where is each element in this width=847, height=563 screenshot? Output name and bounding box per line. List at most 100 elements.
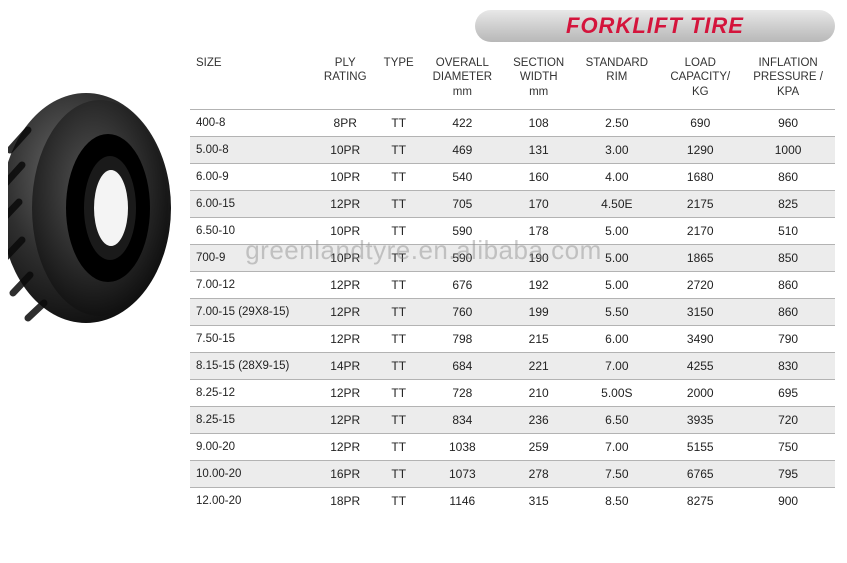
table-row: 6.00-1512PRTT7051704.50E2175825	[190, 191, 835, 218]
table-cell: 170	[503, 191, 574, 218]
col-header-l1: STANDARD	[586, 57, 648, 69]
table-cell: TT	[376, 110, 422, 137]
table-cell: 1865	[659, 245, 741, 272]
table-cell: TT	[376, 299, 422, 326]
table-cell: 860	[741, 272, 835, 299]
table-cell: 3150	[659, 299, 741, 326]
table-cell: 728	[422, 380, 503, 407]
table-cell: 860	[741, 299, 835, 326]
table-cell: 7.00-15 (29X8-15)	[190, 299, 315, 326]
col-header-l3: mm	[529, 86, 548, 98]
table-row: 10.00-2016PRTT10732787.506765795	[190, 461, 835, 488]
table-cell: 8.25-12	[190, 380, 315, 407]
table-cell: 10PR	[315, 245, 376, 272]
content-layout: SIZEPLYRATINGTYPEOVERALLDIAMETERmmSECTIO…	[0, 50, 847, 514]
table-cell: 131	[503, 137, 574, 164]
table-cell: 676	[422, 272, 503, 299]
table-cell: TT	[376, 434, 422, 461]
table-row: 7.00-1212PRTT6761925.002720860	[190, 272, 835, 299]
table-cell: 590	[422, 245, 503, 272]
table-cell: 1680	[659, 164, 741, 191]
table-cell: 18PR	[315, 488, 376, 515]
table-cell: 7.50-15	[190, 326, 315, 353]
header-band: FORKLIFT TIRE	[475, 10, 835, 42]
table-cell: 315	[503, 488, 574, 515]
col-header: SIZE	[190, 50, 315, 110]
table-cell: 8.25-15	[190, 407, 315, 434]
table-cell: 5.00	[574, 218, 659, 245]
table-row: 8.15-15 (28X9-15)14PRTT6842217.004255830	[190, 353, 835, 380]
table-cell: 16PR	[315, 461, 376, 488]
table-cell: TT	[376, 461, 422, 488]
col-header-l1: SIZE	[196, 57, 222, 69]
table-row: 7.50-1512PRTT7982156.003490790	[190, 326, 835, 353]
col-header-l1: TYPE	[384, 57, 414, 69]
table-cell: 236	[503, 407, 574, 434]
table-cell: 4.00	[574, 164, 659, 191]
table-cell: TT	[376, 137, 422, 164]
table-cell: TT	[376, 380, 422, 407]
table-row: 8.25-1212PRTT7282105.00S2000695	[190, 380, 835, 407]
table-cell: 705	[422, 191, 503, 218]
table-cell: TT	[376, 245, 422, 272]
tire-image-column	[0, 50, 190, 325]
table-cell: 7.00-12	[190, 272, 315, 299]
table-row: 9.00-2012PRTT10382597.005155750	[190, 434, 835, 461]
col-header-l2: PRESSURE /	[753, 71, 823, 83]
table-cell: 860	[741, 164, 835, 191]
table-cell: 12.00-20	[190, 488, 315, 515]
table-cell: 422	[422, 110, 503, 137]
table-cell: 12PR	[315, 407, 376, 434]
col-header-l2: CAPACITY/	[670, 71, 730, 83]
table-cell: 7.00	[574, 434, 659, 461]
table-row: 8.25-1512PRTT8342366.503935720	[190, 407, 835, 434]
table-cell: 10PR	[315, 137, 376, 164]
table-cell: 160	[503, 164, 574, 191]
table-cell: 5155	[659, 434, 741, 461]
table-cell: 3490	[659, 326, 741, 353]
tire-illustration	[8, 90, 183, 325]
table-cell: 4255	[659, 353, 741, 380]
col-header-l1: OVERALL	[436, 57, 489, 69]
table-cell: 1073	[422, 461, 503, 488]
table-cell: 469	[422, 137, 503, 164]
table-cell: 259	[503, 434, 574, 461]
table-cell: 2170	[659, 218, 741, 245]
table-cell: 700-9	[190, 245, 315, 272]
table-cell: 10.00-20	[190, 461, 315, 488]
col-header-l1: PLY	[335, 57, 356, 69]
table-cell: 8275	[659, 488, 741, 515]
table-cell: 12PR	[315, 434, 376, 461]
col-header: LOADCAPACITY/KG	[659, 50, 741, 110]
table-cell: 6765	[659, 461, 741, 488]
table-cell: 8PR	[315, 110, 376, 137]
table-cell: 3.00	[574, 137, 659, 164]
col-header-l3: mm	[453, 86, 472, 98]
col-header: SECTION WIDTH mm	[503, 50, 574, 110]
table-cell: TT	[376, 272, 422, 299]
table-cell: 6.00-15	[190, 191, 315, 218]
table-cell: 750	[741, 434, 835, 461]
table-cell: 5.00S	[574, 380, 659, 407]
table-cell: 850	[741, 245, 835, 272]
table-cell: 5.50	[574, 299, 659, 326]
table-cell: 798	[422, 326, 503, 353]
col-header-l2: WIDTH	[520, 71, 558, 83]
col-header: TYPE	[376, 50, 422, 110]
table-cell: 9.00-20	[190, 434, 315, 461]
table-cell: 278	[503, 461, 574, 488]
table-cell: 5.00	[574, 245, 659, 272]
table-cell: 6.50	[574, 407, 659, 434]
spec-table-column: SIZEPLYRATINGTYPEOVERALLDIAMETERmmSECTIO…	[190, 50, 847, 514]
table-cell: 1290	[659, 137, 741, 164]
col-header-l1: SECTION	[513, 57, 564, 69]
table-cell: TT	[376, 218, 422, 245]
col-header-l2: RIM	[606, 71, 627, 83]
table-row: 5.00-810PRTT4691313.0012901000	[190, 137, 835, 164]
spec-table-head: SIZEPLYRATINGTYPEOVERALLDIAMETERmmSECTIO…	[190, 50, 835, 110]
table-cell: TT	[376, 191, 422, 218]
table-cell: 3935	[659, 407, 741, 434]
table-cell: TT	[376, 164, 422, 191]
table-cell: 12PR	[315, 326, 376, 353]
table-cell: 795	[741, 461, 835, 488]
